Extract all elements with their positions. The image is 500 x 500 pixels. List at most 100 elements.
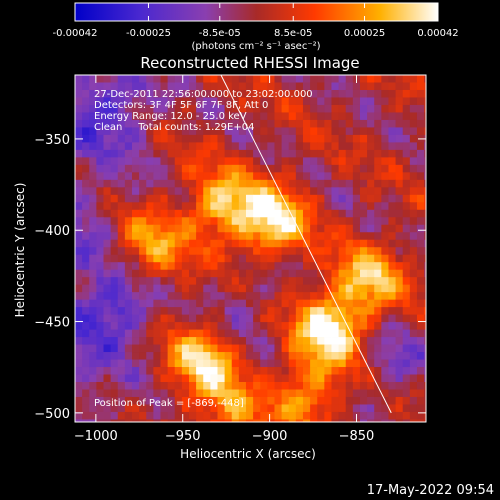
heatmap-cell <box>110 104 119 113</box>
heatmap-cell <box>424 164 426 173</box>
heatmap-cell <box>238 119 247 128</box>
heatmap-cell <box>331 134 339 143</box>
heatmap-cell <box>267 262 275 271</box>
heatmap-cell <box>160 396 169 405</box>
heatmap-cell <box>103 194 112 203</box>
heatmap-cell <box>196 337 204 345</box>
heatmap-cell <box>288 89 297 98</box>
heatmap-cell <box>110 307 119 316</box>
heatmap-cell <box>302 112 311 121</box>
heatmap-cell <box>302 389 311 398</box>
heatmap-cell <box>224 269 233 278</box>
heatmap-cell <box>174 217 183 226</box>
heatmap-cell <box>281 277 290 286</box>
heatmap-cell <box>359 157 368 166</box>
heatmap-cell <box>295 284 304 293</box>
heatmap-cell <box>203 337 211 345</box>
heatmap-cell <box>231 254 240 263</box>
heatmap-cell <box>367 396 375 405</box>
heatmap-cell <box>224 307 233 316</box>
heatmap-cell <box>238 112 247 121</box>
heatmap-cell <box>345 179 354 188</box>
heatmap-cell <box>395 179 404 188</box>
heatmap-cell <box>82 89 90 98</box>
heatmap-cell <box>82 337 90 345</box>
heatmap-cell <box>146 194 154 203</box>
heatmap-cell <box>210 322 218 330</box>
heatmap-cell <box>324 322 332 330</box>
heatmap-cell <box>210 247 218 256</box>
heatmap-cell <box>402 217 411 226</box>
heatmap-cell <box>359 134 368 143</box>
heatmap-cell <box>317 209 325 218</box>
heatmap-cell <box>110 262 119 271</box>
heatmap-cell <box>274 254 282 263</box>
heatmap-cell <box>160 209 169 218</box>
heatmap-cell <box>203 82 211 91</box>
heatmap-cell <box>203 254 211 263</box>
heatmap-cell <box>260 404 268 413</box>
heatmap-cell <box>167 179 176 188</box>
heatmap-cell <box>381 134 389 143</box>
heatmap-cell <box>381 217 389 226</box>
heatmap-cell <box>395 75 404 83</box>
heatmap-cell <box>117 382 126 390</box>
heatmap-cell <box>146 277 154 286</box>
heatmap-cell <box>281 202 290 211</box>
heatmap-cell <box>89 247 97 256</box>
heatmap-cell <box>395 277 404 286</box>
heatmap-cell <box>352 104 361 113</box>
heatmap-cell <box>188 187 197 196</box>
heatmap-cell <box>352 134 361 143</box>
heatmap-cell <box>231 344 240 353</box>
heatmap-cell <box>388 344 396 353</box>
heatmap-cell <box>224 277 233 286</box>
heatmap-cell <box>124 367 133 375</box>
heatmap-cell <box>210 194 218 203</box>
heatmap-cell <box>146 389 154 398</box>
heatmap-cell <box>103 232 112 241</box>
heatmap-cell <box>345 262 354 271</box>
heatmap-cell <box>131 314 140 323</box>
heatmap-cell <box>75 329 83 338</box>
heatmap-cell <box>217 254 226 263</box>
heatmap-cell <box>210 217 218 226</box>
heatmap-cell <box>359 179 368 188</box>
heatmap-cell <box>203 232 211 241</box>
heatmap-cell <box>131 382 140 390</box>
heatmap-cell <box>231 202 240 211</box>
heatmap-cell <box>174 172 183 181</box>
heatmap-cell <box>324 142 332 151</box>
heatmap-cell <box>160 411 169 420</box>
heatmap-cell <box>167 75 176 83</box>
heatmap-cell <box>196 157 204 166</box>
heatmap-cell <box>402 269 411 278</box>
heatmap-cell <box>281 359 290 368</box>
heatmap-cell <box>131 127 140 136</box>
heatmap-cell <box>253 404 261 413</box>
heatmap-cell <box>359 322 368 330</box>
heatmap-cell <box>160 149 169 158</box>
heatmap-cell <box>388 389 396 398</box>
heatmap-cell <box>238 367 247 375</box>
heatmap-cell <box>374 419 382 422</box>
heatmap-cell <box>188 75 197 83</box>
heatmap-cell <box>231 142 240 151</box>
heatmap-cell <box>260 194 268 203</box>
heatmap-cell <box>424 367 426 375</box>
heatmap-cell <box>388 112 396 121</box>
heatmap-cell <box>131 352 140 360</box>
heatmap-cell <box>174 232 183 241</box>
heatmap-cell <box>253 164 261 173</box>
heatmap-cell <box>310 382 318 390</box>
heatmap-cell <box>374 187 382 196</box>
heatmap-cell <box>75 82 83 91</box>
heatmap-cell <box>160 314 169 323</box>
heatmap-cell <box>217 149 226 158</box>
heatmap-cell <box>89 367 97 375</box>
heatmap-cell <box>174 307 183 316</box>
heatmap-cell <box>153 344 161 353</box>
heatmap-cell <box>338 187 347 196</box>
heatmap-cell <box>367 224 375 233</box>
heatmap-cell <box>288 209 297 218</box>
